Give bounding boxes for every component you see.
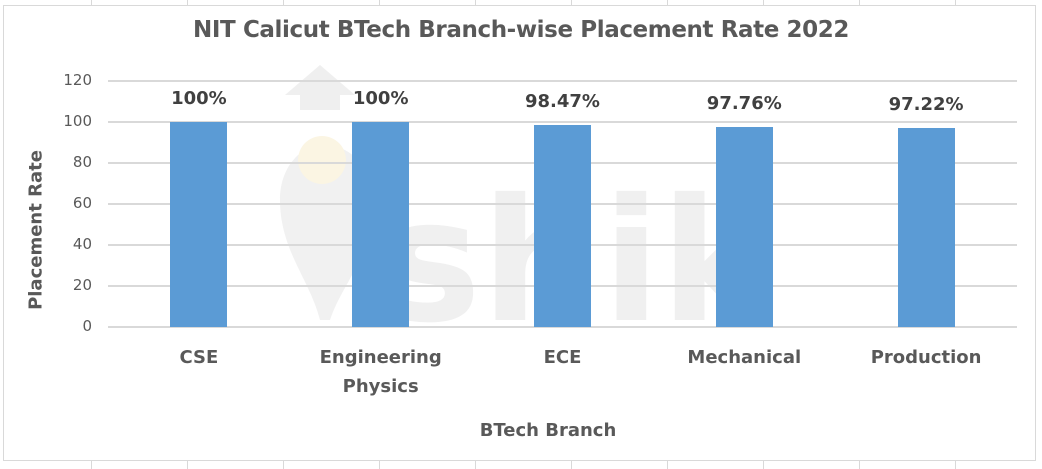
x-tick-label: ECE (543, 347, 582, 368)
y-axis-title: Placement Rate (25, 150, 47, 310)
x-tick-label: Mechanical (687, 347, 802, 368)
y-tick-label: 20 (72, 276, 92, 294)
gridline (108, 326, 1017, 328)
x-axis-title: BTech Branch (479, 420, 617, 441)
y-tick-label: 80 (72, 153, 92, 171)
chart-title: NIT Calicut BTech Branch-wise Placement … (193, 17, 849, 43)
bar-ece[interactable] (534, 125, 591, 327)
data-label: 98.47% (525, 91, 600, 113)
y-tick-label: 100 (63, 112, 92, 130)
y-tick-label: 120 (63, 71, 92, 89)
gridline (108, 121, 1017, 123)
bar-engineering-physics[interactable] (352, 122, 410, 327)
bar-production[interactable] (897, 127, 955, 327)
bar-mechanical[interactable] (715, 126, 773, 327)
data-label: 100% (352, 88, 409, 109)
y-tick-label: 40 (72, 235, 92, 253)
x-tick-label: Production (870, 347, 982, 368)
data-label: 97.22% (888, 93, 964, 115)
x-tick-label: CSE (179, 347, 219, 368)
y-tick-label: 0 (82, 317, 92, 335)
data-label: 97.76% (706, 92, 782, 114)
x-tick-label: Engineering Physics (319, 347, 442, 397)
data-label: 100% (171, 88, 227, 109)
bar-cse[interactable] (170, 122, 228, 327)
chart-area[interactable] (3, 5, 1036, 461)
y-tick-label: 60 (72, 194, 92, 212)
gridline (108, 80, 1017, 82)
